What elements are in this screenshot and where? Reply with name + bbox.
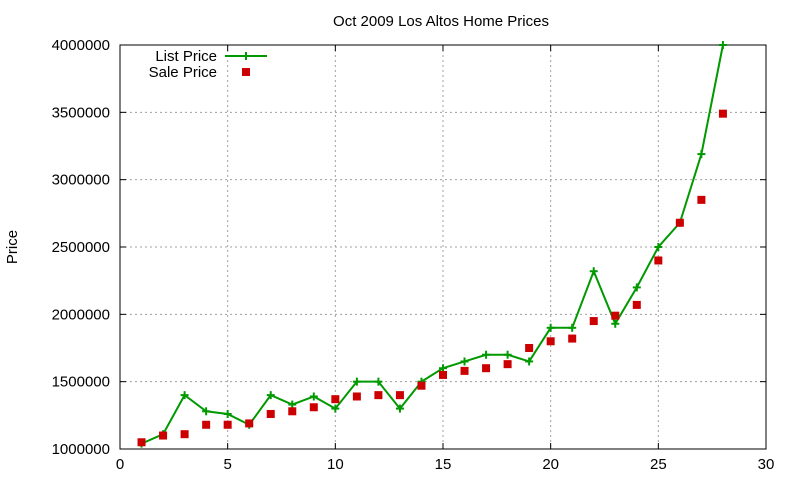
sale-price-point [632, 300, 641, 309]
sale-price-point [159, 431, 168, 440]
x-tick-label: 0 [116, 456, 124, 473]
sale-price-point [352, 392, 361, 401]
list-price-point [309, 392, 318, 401]
list-price-point [223, 409, 232, 418]
list-price-point [589, 267, 598, 276]
list-price-point [546, 323, 555, 332]
y-tick-label: 4000000 [52, 37, 110, 54]
list-price-point [718, 41, 727, 49]
list-price-point [611, 319, 620, 328]
y-tick-label: 3500000 [52, 104, 110, 121]
list-price-line [141, 44, 724, 445]
sale-price-point [503, 360, 512, 369]
sale-price-point [288, 407, 297, 416]
sale-price-point [525, 344, 534, 352]
legend-label-sale-price: Sale Price [149, 64, 217, 81]
sale-price-point [223, 420, 232, 429]
sale-price-point [395, 391, 404, 400]
series [137, 41, 727, 448]
list-price-point [503, 350, 512, 359]
y-tick-label: 3000000 [52, 172, 110, 189]
sale-price-point [180, 430, 189, 439]
list-price-point [374, 377, 383, 386]
sale-price-point [482, 364, 491, 373]
y-tick-label: 1500000 [52, 374, 110, 391]
legend-label-list-price: List Price [155, 48, 217, 65]
x-tick-label: 20 [542, 456, 559, 473]
y-tick-label: 2500000 [52, 239, 110, 256]
y-tick-label: 1000000 [52, 441, 110, 458]
x-tick-label: 25 [650, 456, 667, 473]
x-tick-label: 30 [758, 456, 775, 473]
sale-price-point [611, 311, 620, 320]
list-price-point [180, 391, 189, 400]
sale-price-point [309, 403, 318, 412]
list-price-point [266, 391, 275, 400]
x-tick-label: 15 [435, 456, 452, 473]
list-price-point [288, 400, 297, 409]
sale-price-point [417, 381, 426, 390]
list-price-point [460, 357, 469, 366]
list-price-point [331, 404, 340, 413]
legend-marker-list-price [242, 52, 250, 60]
sale-price-point [546, 337, 555, 346]
sale-price-point [654, 256, 663, 265]
sale-price-point [245, 419, 254, 428]
legend-swatch-sale-price [242, 68, 250, 76]
x-tick-label: 10 [327, 456, 344, 473]
sale-price-point [202, 420, 211, 429]
list-price-point [654, 243, 663, 251]
sale-price-point [374, 391, 383, 400]
list-price-point [439, 364, 447, 373]
axes: 0 5 10 15 20 25 30 1000000 1500000 2000000 2500000… [52, 37, 775, 473]
grid [120, 45, 766, 449]
sale-price-point [568, 334, 577, 343]
y-axis-label: Price [4, 230, 21, 264]
sale-price-point [675, 218, 684, 227]
list-price-point [697, 150, 706, 159]
sale-price-point [697, 195, 706, 204]
sale-price-point [266, 409, 275, 418]
sale-price-point [460, 366, 469, 375]
list-price-point [395, 404, 404, 413]
list-price-point [525, 357, 534, 366]
chart-title: Oct 2009 Los Altos Home Prices [333, 13, 549, 30]
list-price-point [632, 283, 641, 292]
list-price-point [352, 377, 361, 386]
sale-price-point [137, 438, 146, 447]
y-tick-label: 2000000 [52, 306, 110, 323]
x-tick-label: 5 [223, 456, 231, 473]
sale-price-point [439, 370, 447, 379]
list-price-point [482, 350, 491, 359]
list-price-point [202, 407, 211, 416]
list-price-point [568, 323, 577, 332]
sale-price-point [331, 395, 340, 404]
sale-price-point [589, 317, 598, 326]
sale-price-point [718, 109, 727, 118]
